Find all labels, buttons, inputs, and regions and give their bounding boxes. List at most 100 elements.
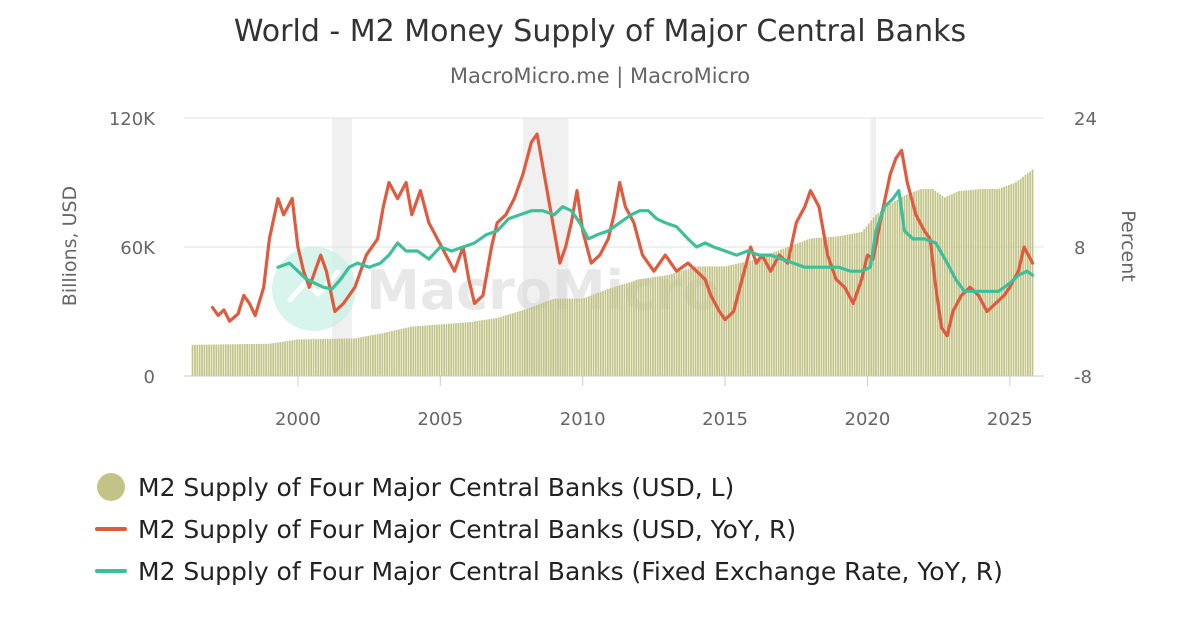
bar: [559, 298, 562, 376]
bar: [495, 318, 498, 376]
bar: [754, 259, 756, 376]
bar: [765, 254, 768, 376]
bar: [241, 344, 244, 376]
bar: [447, 323, 450, 376]
bar: [270, 343, 272, 376]
bar: [630, 281, 633, 376]
x-tick-label: 2010: [560, 409, 606, 430]
bar: [780, 249, 782, 376]
bar: [694, 266, 697, 376]
bar: [345, 338, 348, 376]
bar: [315, 339, 317, 376]
legend-line-icon: [94, 527, 128, 531]
bar: [905, 194, 908, 376]
legend-item-fixed-fx-yoy[interactable]: M2 Supply of Four Major Central Banks (F…: [94, 550, 1003, 592]
bar: [248, 344, 251, 376]
bar: [751, 260, 754, 376]
bar: [948, 195, 951, 376]
bar: [868, 223, 870, 376]
bar: [915, 190, 918, 376]
bar: [469, 322, 472, 376]
legend-dot-icon: [94, 473, 128, 501]
x-tick-label: 2000: [275, 409, 321, 430]
bar: [640, 279, 642, 376]
x-tick-label: 2015: [702, 409, 748, 430]
bar: [388, 331, 391, 376]
bar: [1005, 185, 1008, 376]
bar: [426, 325, 429, 376]
bar: [374, 334, 377, 376]
bar: [787, 246, 790, 376]
bar: [744, 261, 747, 376]
bar: [597, 292, 600, 376]
bar: [512, 313, 514, 376]
bar: [1003, 186, 1005, 376]
x-tick-label: 2020: [845, 409, 891, 430]
bar: [770, 253, 773, 376]
bar: [201, 344, 203, 376]
bar: [977, 189, 979, 376]
bar: [569, 298, 571, 376]
bar: [972, 189, 975, 376]
bar: [718, 266, 721, 376]
bar: [685, 269, 687, 376]
bar: [872, 217, 875, 376]
bar: [369, 335, 372, 376]
bar: [723, 266, 725, 376]
bar: [516, 311, 519, 376]
bar: [224, 344, 227, 376]
bar: [728, 265, 730, 376]
bar: [523, 309, 526, 376]
bar: [981, 188, 984, 376]
usd-yoy-line: [210, 132, 1035, 338]
bar: [884, 207, 887, 376]
bar: [310, 339, 313, 376]
bar: [452, 323, 455, 376]
fixed-fx-yoy-line: [276, 189, 1035, 293]
bar: [851, 233, 854, 376]
bar: [799, 242, 801, 376]
bar: [298, 339, 301, 376]
bar: [882, 209, 884, 376]
bar: [687, 268, 690, 376]
bar: [455, 323, 457, 376]
bar: [552, 298, 555, 376]
bar: [713, 266, 716, 376]
bar: [533, 306, 536, 376]
bar: [255, 343, 258, 376]
bar: [331, 338, 334, 376]
bar: [758, 257, 761, 376]
bar: [732, 264, 735, 376]
bar: [364, 336, 367, 376]
bar: [633, 280, 635, 376]
bar: [811, 238, 813, 376]
bar: [746, 261, 749, 376]
y-right-tick-label: 8: [1074, 238, 1085, 259]
bar: [1024, 174, 1027, 376]
bar: [965, 190, 968, 376]
bar: [815, 237, 818, 376]
bar: [922, 188, 925, 376]
bar: [419, 325, 422, 376]
bar: [920, 189, 922, 376]
bar: [939, 194, 941, 376]
bar: [438, 324, 441, 376]
bar: [1008, 185, 1010, 376]
legend-item-usd-yoy[interactable]: M2 Supply of Four Major Central Banks (U…: [94, 508, 1003, 550]
bar: [590, 295, 593, 376]
bar: [628, 282, 631, 376]
bar: [820, 237, 823, 376]
bar: [450, 323, 453, 376]
bar: [229, 344, 232, 376]
bar: [649, 277, 652, 376]
legend-item-usd-bars[interactable]: M2 Supply of Four Major Central Banks (U…: [94, 466, 1003, 508]
bar: [561, 298, 564, 376]
bar: [609, 288, 612, 376]
bar: [398, 329, 400, 376]
bar: [879, 211, 882, 376]
bar: [844, 235, 846, 376]
bar: [210, 344, 213, 376]
bar: [929, 188, 932, 376]
bar: [827, 237, 830, 376]
bar: [571, 298, 574, 376]
